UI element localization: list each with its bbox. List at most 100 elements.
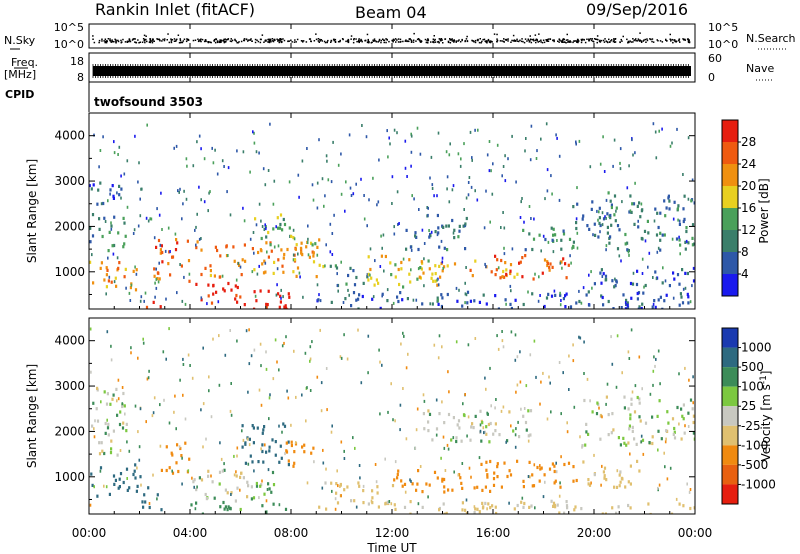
power-cell	[637, 291, 641, 295]
noise-point	[529, 40, 531, 42]
velocity-cell	[230, 493, 232, 496]
power-cell	[615, 206, 618, 210]
power-cell	[103, 278, 106, 282]
power-cell	[638, 201, 641, 205]
power-cell	[576, 186, 578, 190]
velocity-cell	[673, 430, 676, 434]
power-cell	[264, 183, 267, 187]
noise-point	[192, 39, 195, 42]
velocity-cell	[142, 341, 145, 345]
power-cell	[600, 281, 603, 285]
power-cell	[306, 241, 309, 245]
velocity-cell	[490, 404, 492, 408]
noise-point	[345, 40, 347, 43]
power-cell	[446, 187, 448, 191]
power-cell	[367, 255, 370, 259]
power-cell	[91, 213, 95, 217]
power-cell	[552, 250, 555, 254]
power-cell	[279, 222, 282, 227]
power-cell	[590, 270, 592, 274]
noise-point	[577, 41, 579, 44]
power-cell	[173, 146, 175, 150]
velocity-cell	[516, 503, 519, 508]
power-cell	[124, 267, 127, 271]
power-cell	[616, 224, 620, 228]
noise-point	[367, 40, 369, 42]
noise-point	[438, 42, 440, 44]
power-cell	[297, 252, 299, 256]
velocity-cell	[265, 350, 267, 354]
power-cell	[651, 305, 654, 309]
nave-right-tick-top: 60	[708, 52, 722, 65]
velocity-cell	[543, 473, 546, 477]
velocity-cell	[138, 445, 141, 449]
power-cell	[355, 275, 358, 280]
velocity-cell	[110, 344, 112, 348]
power-cell	[636, 297, 639, 301]
velocity-cell	[666, 477, 669, 481]
power-cell	[509, 284, 512, 288]
velocity-cell	[619, 443, 622, 447]
colorbar-tick-label: 12	[741, 223, 756, 237]
power-cell	[135, 268, 138, 272]
power-cell	[437, 131, 440, 135]
noise-point	[464, 40, 466, 43]
velocity-cell	[669, 466, 672, 470]
noise-point	[640, 40, 643, 42]
power-cell	[580, 301, 583, 305]
power-cell	[598, 210, 600, 214]
power-cell	[504, 298, 507, 302]
noise-point	[686, 38, 689, 40]
noise-series	[92, 32, 691, 44]
power-cell	[272, 202, 275, 206]
velocity-cell	[156, 493, 159, 497]
power-cell	[485, 189, 487, 193]
power-cell	[555, 133, 557, 137]
velocity-cell	[144, 500, 147, 504]
noise-point	[166, 39, 168, 41]
power-cell	[253, 141, 256, 145]
velocity-cell	[126, 488, 129, 492]
colorbar-segment	[722, 367, 738, 387]
velocity-cell	[283, 341, 285, 345]
power-cell	[109, 188, 112, 192]
noise-point	[375, 40, 377, 43]
velocity-colorbar-label: Velocity [m s-1]	[759, 371, 773, 462]
power-cell	[288, 226, 291, 230]
noise-point	[535, 38, 538, 40]
noise-point	[635, 40, 637, 42]
power-cell	[551, 192, 553, 196]
noise-point	[129, 39, 131, 42]
velocity-cell	[310, 451, 313, 455]
noise-point	[243, 38, 246, 40]
power-cell	[629, 194, 632, 198]
power-cell	[234, 297, 237, 301]
velocity-cell	[470, 425, 473, 429]
noise-point	[610, 39, 613, 41]
noise-point	[567, 39, 569, 41]
velocity-cell	[675, 497, 678, 501]
noise-point	[483, 38, 486, 41]
velocity-cell	[616, 469, 619, 473]
velocity-cell	[118, 422, 122, 427]
power-cell	[161, 260, 164, 264]
power-cell	[464, 292, 467, 296]
power-cell	[319, 299, 322, 303]
power-cell	[501, 275, 504, 279]
noise-point	[533, 40, 535, 42]
freq-left-tick-top: 18	[70, 55, 84, 68]
power-cell	[602, 272, 605, 276]
colorbar-tick-label: -500	[741, 458, 768, 472]
velocity-cell	[641, 438, 645, 442]
velocity-cell	[400, 342, 402, 346]
velocity-cell	[558, 494, 561, 498]
noise-point	[427, 39, 430, 42]
power-cell	[340, 152, 342, 156]
velocity-cell	[485, 460, 488, 464]
noise-point	[635, 38, 637, 40]
noise-point	[112, 41, 114, 43]
power-cell	[282, 256, 285, 260]
velocity-cell	[152, 411, 155, 415]
power-cell	[606, 231, 609, 235]
power-cell	[316, 206, 319, 210]
